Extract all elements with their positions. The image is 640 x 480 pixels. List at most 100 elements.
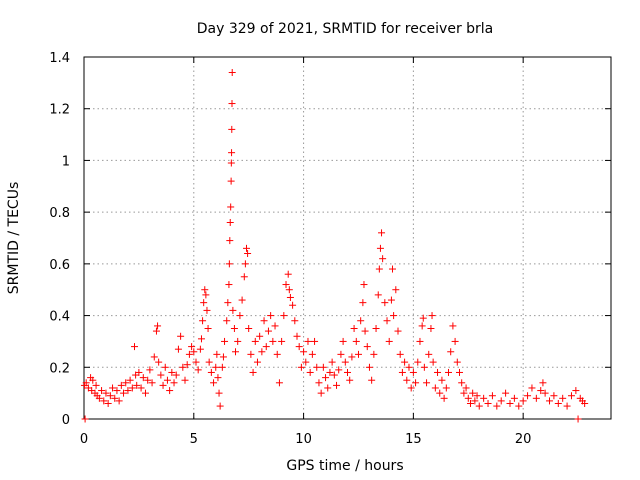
- data-point: [365, 363, 373, 371]
- data-point: [168, 368, 176, 376]
- data-point: [337, 350, 345, 358]
- data-point: [398, 368, 406, 376]
- data-point: [89, 376, 97, 384]
- data-point: [210, 379, 218, 387]
- data-point: [82, 379, 90, 387]
- data-point: [148, 379, 156, 387]
- data-point: [311, 337, 319, 345]
- data-point: [201, 286, 209, 294]
- x-tick-label: 15: [405, 432, 422, 447]
- data-point: [204, 325, 212, 332]
- data-point: [376, 244, 384, 252]
- data-point: [445, 368, 453, 376]
- data-point: [418, 322, 426, 330]
- data-point: [532, 394, 540, 402]
- data-point: [244, 250, 252, 258]
- data-point: [159, 381, 167, 389]
- data-point: [106, 392, 114, 400]
- y-tick-label: 0.4: [49, 310, 70, 325]
- data-point: [152, 327, 160, 335]
- data-point: [179, 363, 187, 371]
- data-point: [304, 337, 312, 345]
- data-point: [480, 394, 488, 402]
- data-point: [212, 363, 220, 371]
- data-point: [227, 159, 235, 167]
- data-point: [401, 358, 409, 366]
- points-layer: [80, 69, 589, 423]
- data-point: [302, 358, 310, 366]
- data-point: [319, 363, 327, 371]
- data-point: [229, 306, 237, 314]
- data-point: [199, 317, 207, 325]
- data-point: [381, 299, 389, 307]
- data-point: [225, 281, 233, 289]
- data-point: [226, 237, 234, 245]
- data-point: [389, 265, 397, 273]
- data-point: [282, 281, 290, 289]
- data-point: [466, 399, 474, 407]
- data-point: [541, 389, 549, 397]
- data-point: [313, 363, 321, 371]
- data-point: [183, 361, 191, 369]
- data-point: [447, 348, 455, 356]
- data-point: [510, 394, 518, 402]
- data-point: [359, 299, 367, 307]
- data-point: [497, 397, 505, 405]
- data-point: [207, 368, 215, 376]
- data-point: [197, 335, 205, 343]
- data-point: [218, 363, 226, 371]
- data-point: [352, 337, 360, 345]
- data-point: [436, 389, 444, 397]
- data-point: [519, 397, 527, 405]
- tick-layer: 0 0.2 0.4 0.6 0.8 1 1.2 1.4 0 5 10 15 20: [49, 51, 611, 447]
- data-point: [227, 203, 235, 211]
- data-point: [333, 381, 341, 389]
- data-point: [581, 399, 589, 407]
- data-point: [291, 317, 299, 325]
- data-point: [458, 379, 466, 387]
- data-point: [451, 337, 459, 345]
- data-point: [354, 350, 362, 358]
- data-point: [330, 371, 338, 379]
- data-point: [295, 343, 303, 351]
- data-point: [335, 366, 343, 374]
- data-point: [306, 368, 314, 376]
- data-point: [256, 332, 264, 340]
- x-axis-label: GPS time / hours: [286, 458, 403, 474]
- data-point: [550, 392, 558, 400]
- data-point: [488, 392, 496, 400]
- data-point: [223, 317, 231, 325]
- y-tick-label: 0.6: [49, 258, 70, 273]
- data-point: [412, 379, 420, 387]
- data-point: [460, 389, 468, 397]
- data-point: [141, 389, 149, 397]
- data-point: [539, 379, 547, 387]
- x-tick-label: 5: [190, 432, 198, 447]
- data-point: [213, 350, 221, 358]
- data-point: [122, 379, 130, 387]
- data-point: [214, 374, 222, 382]
- data-point: [375, 265, 383, 273]
- data-point: [293, 332, 301, 340]
- data-point: [137, 384, 145, 392]
- data-point: [188, 343, 196, 351]
- data-point: [249, 368, 257, 376]
- y-tick-label: 1.4: [49, 51, 70, 66]
- data-point: [434, 368, 442, 376]
- data-point: [144, 376, 152, 384]
- data-point: [440, 394, 448, 402]
- data-point: [155, 358, 163, 366]
- data-point: [216, 402, 224, 410]
- data-point: [262, 343, 270, 351]
- data-point: [360, 281, 368, 289]
- data-point: [438, 376, 446, 384]
- data-point: [269, 337, 277, 345]
- data-point: [174, 345, 182, 353]
- data-point: [449, 322, 457, 330]
- data-point: [192, 358, 200, 366]
- data-point: [300, 348, 308, 356]
- data-point: [324, 384, 332, 392]
- data-point: [379, 255, 387, 263]
